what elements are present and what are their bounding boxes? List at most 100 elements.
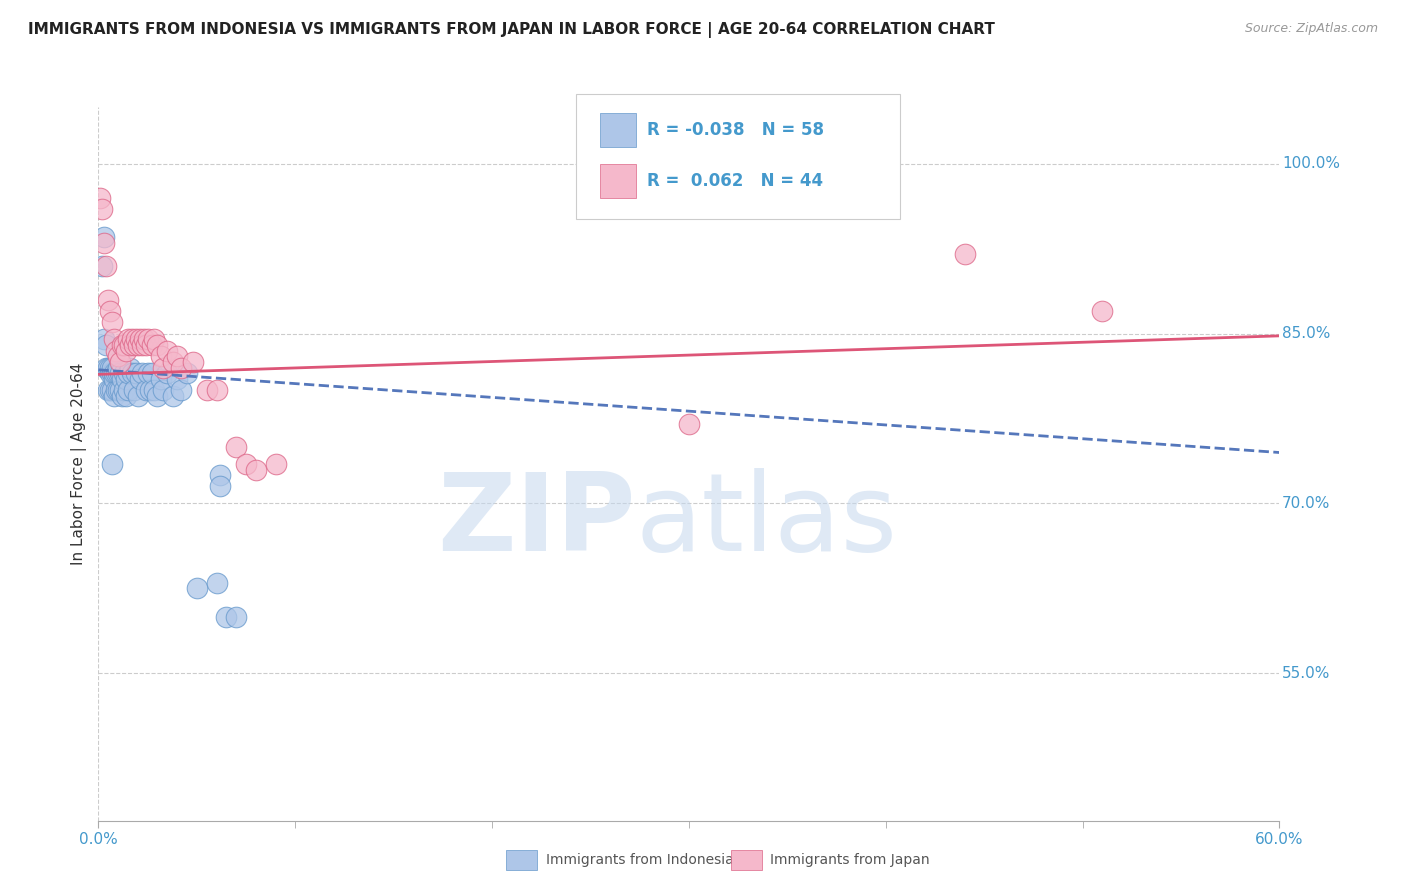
Point — [96, 338, 118, 352]
Text: Immigrants from Indonesia: Immigrants from Indonesia — [546, 853, 734, 867]
Point — [91, 202, 114, 216]
Point — [138, 383, 160, 397]
Text: IMMIGRANTS FROM INDONESIA VS IMMIGRANTS FROM JAPAN IN LABOR FORCE | AGE 20-64 CO: IMMIGRANTS FROM INDONESIA VS IMMIGRANTS … — [28, 22, 995, 38]
Point — [142, 383, 165, 397]
Point — [107, 349, 129, 363]
Point — [127, 389, 149, 403]
Point — [101, 360, 124, 375]
Point — [141, 366, 163, 380]
Text: Source: ZipAtlas.com: Source: ZipAtlas.com — [1244, 22, 1378, 36]
Text: 100.0%: 100.0% — [1282, 156, 1340, 171]
Point — [150, 372, 173, 386]
Point — [107, 366, 129, 380]
Point — [953, 247, 976, 261]
Point — [117, 332, 139, 346]
Y-axis label: In Labor Force | Age 20-64: In Labor Force | Age 20-64 — [72, 363, 87, 565]
Point — [125, 332, 148, 346]
Text: Immigrants from Japan: Immigrants from Japan — [770, 853, 931, 867]
Point — [152, 360, 174, 375]
Point — [150, 349, 173, 363]
Point — [105, 366, 128, 380]
Point — [245, 462, 267, 476]
Point — [166, 349, 188, 363]
Point — [97, 360, 120, 375]
Point — [101, 457, 124, 471]
Text: 55.0%: 55.0% — [1282, 666, 1330, 681]
Point — [131, 338, 153, 352]
Point — [186, 582, 208, 596]
Point — [115, 372, 138, 386]
Point — [215, 609, 238, 624]
Point — [122, 383, 145, 397]
Point — [105, 383, 128, 397]
Text: R =  0.062   N = 44: R = 0.062 N = 44 — [647, 172, 823, 190]
Point — [108, 355, 131, 369]
Point — [117, 383, 139, 397]
Point — [101, 383, 124, 397]
Point — [121, 366, 143, 380]
Point — [128, 332, 150, 346]
Point — [115, 389, 138, 403]
Point — [162, 389, 184, 403]
Point — [103, 372, 125, 386]
Point — [125, 366, 148, 380]
Point — [146, 389, 169, 403]
Point — [195, 383, 218, 397]
Point — [122, 338, 145, 352]
Text: R = -0.038   N = 58: R = -0.038 N = 58 — [647, 121, 824, 139]
Point — [235, 457, 257, 471]
Point — [97, 383, 120, 397]
Point — [205, 575, 228, 590]
Point — [209, 468, 232, 483]
Point — [170, 360, 193, 375]
Point — [112, 383, 135, 397]
Point — [156, 343, 179, 358]
Point — [98, 366, 121, 380]
Point — [1091, 304, 1114, 318]
Point — [101, 366, 124, 380]
Text: ZIP: ZIP — [437, 468, 636, 574]
Point — [98, 304, 121, 318]
Point — [111, 338, 134, 352]
Point — [166, 372, 188, 386]
Point — [128, 372, 150, 386]
Point — [118, 360, 141, 375]
Point — [98, 360, 121, 375]
Point — [678, 417, 700, 432]
Point — [111, 372, 134, 386]
Point — [170, 383, 193, 397]
Point — [132, 332, 155, 346]
Point — [101, 315, 124, 329]
Point — [121, 332, 143, 346]
Point — [225, 609, 247, 624]
Point — [141, 338, 163, 352]
Point — [209, 479, 232, 493]
Point — [107, 383, 129, 397]
Point — [115, 343, 138, 358]
Point — [103, 389, 125, 403]
Point — [93, 235, 115, 250]
Point — [131, 366, 153, 380]
Point — [112, 338, 135, 352]
Text: 70.0%: 70.0% — [1282, 496, 1330, 511]
Point — [96, 259, 118, 273]
Point — [181, 355, 204, 369]
Text: atlas: atlas — [636, 468, 898, 574]
Point — [135, 383, 157, 397]
Point — [105, 343, 128, 358]
Point — [112, 366, 135, 380]
Point — [108, 383, 131, 397]
Point — [93, 230, 115, 244]
Point — [103, 332, 125, 346]
Text: 85.0%: 85.0% — [1282, 326, 1330, 341]
Point — [152, 383, 174, 397]
Point — [96, 360, 118, 375]
Point — [108, 366, 131, 380]
Point — [136, 366, 159, 380]
Point — [176, 366, 198, 380]
Point — [98, 383, 121, 397]
Point — [162, 355, 184, 369]
Point — [136, 332, 159, 346]
Point — [117, 366, 139, 380]
Point — [156, 366, 179, 380]
